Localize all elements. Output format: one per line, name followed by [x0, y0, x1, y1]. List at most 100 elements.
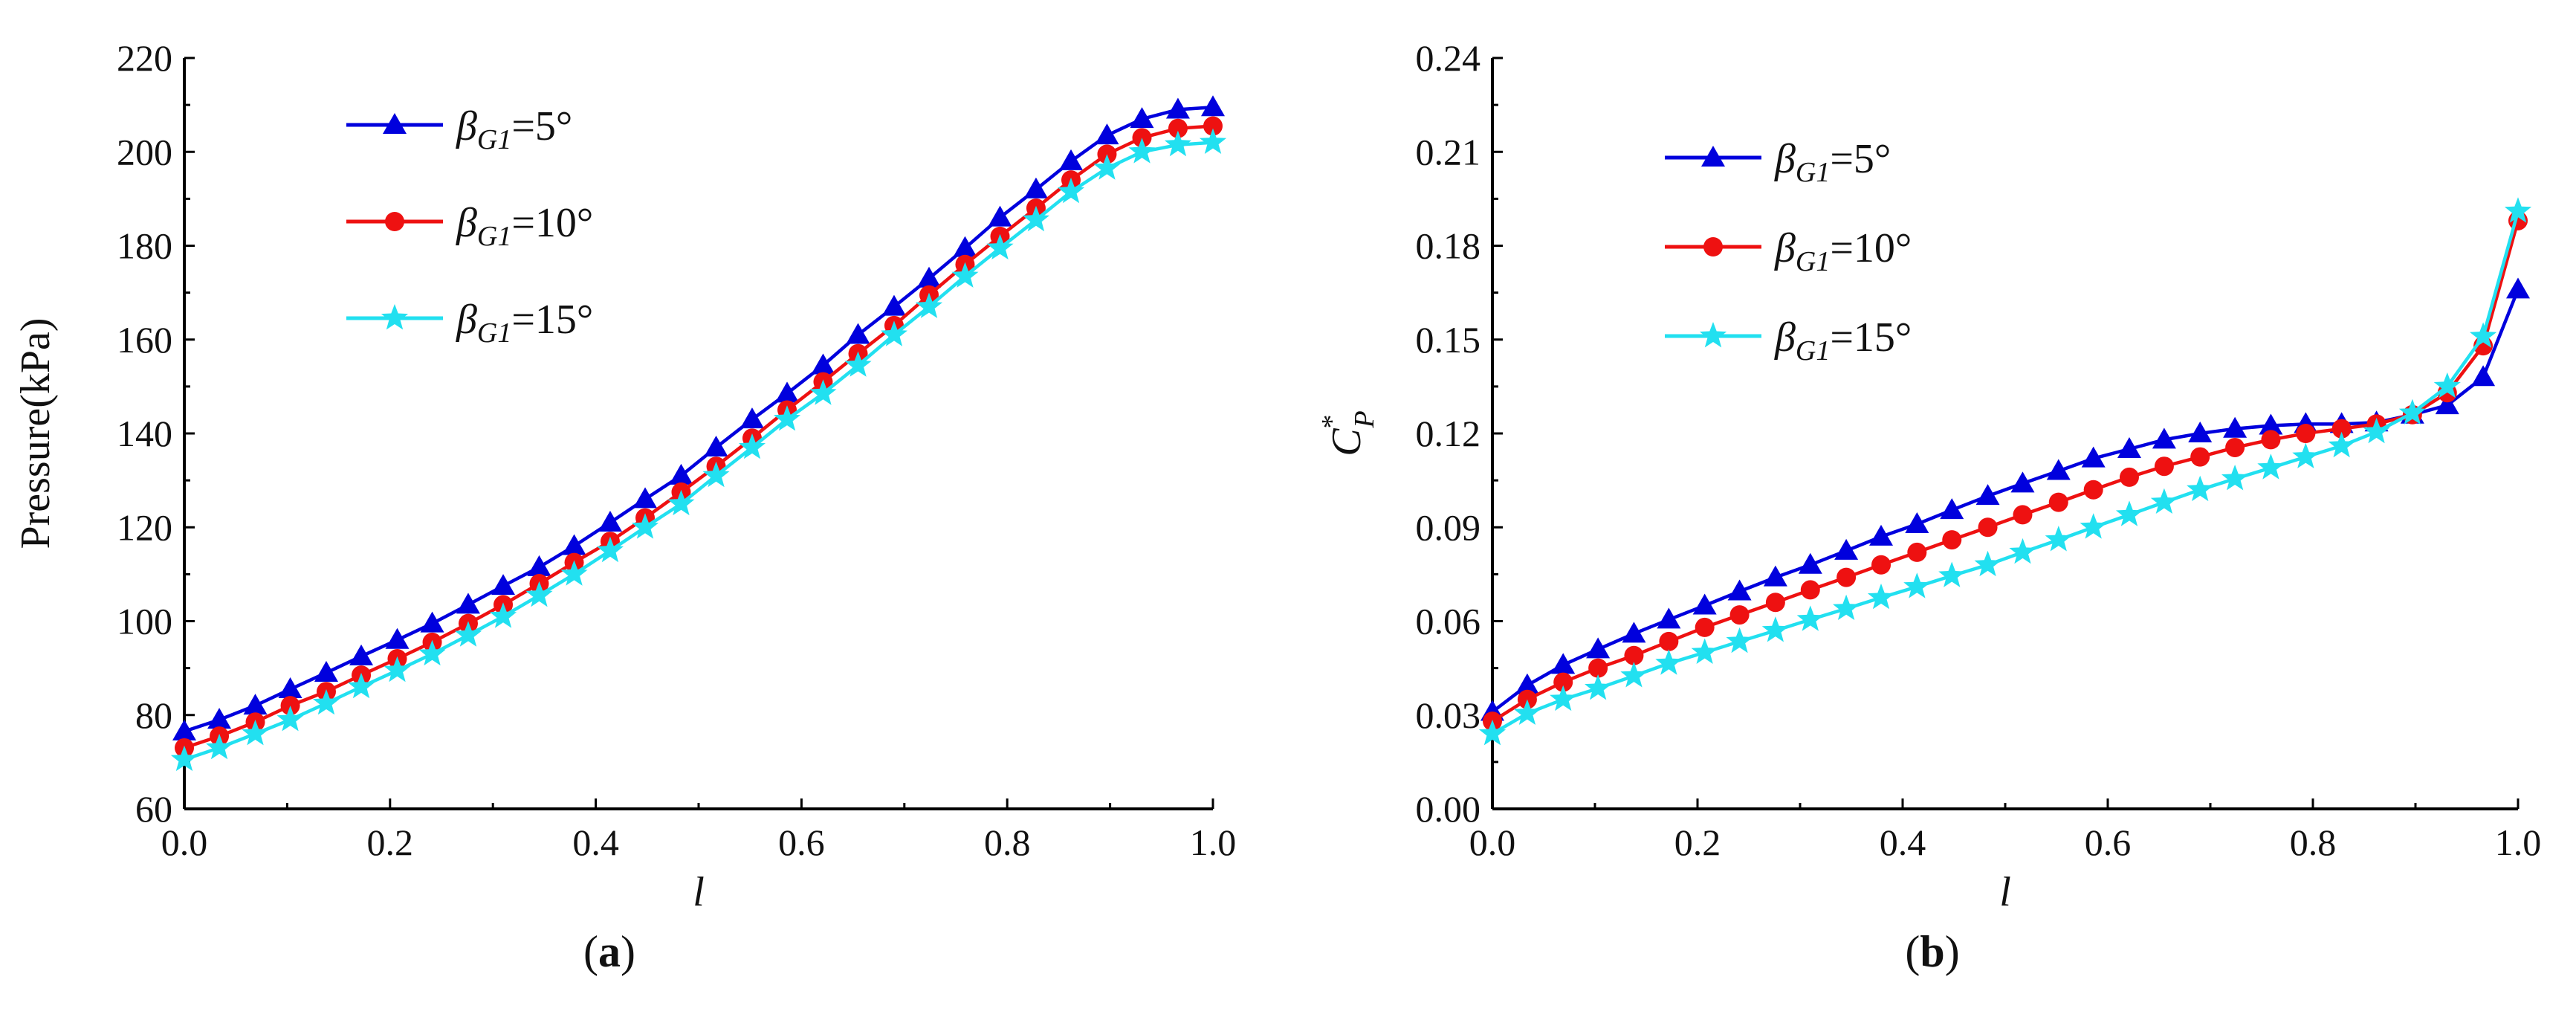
data-point — [1550, 685, 1577, 711]
x-axis-label: l — [1999, 869, 2011, 915]
legend-entry: βG1=15° — [346, 297, 593, 349]
data-point — [846, 323, 870, 344]
x-tick-label: 0.4 — [572, 822, 619, 863]
data-point — [1940, 498, 1964, 520]
x-tick-label: 1.0 — [2495, 822, 2542, 863]
data-point — [525, 581, 553, 607]
data-point — [2013, 505, 2033, 525]
y-tick-label: 200 — [117, 131, 172, 172]
panel-label: (a) — [583, 927, 635, 976]
legend-entry: βG1=10° — [1665, 225, 1912, 277]
data-point — [1975, 484, 2000, 506]
data-point — [314, 660, 338, 682]
data-point — [207, 708, 232, 729]
data-point — [2048, 492, 2068, 512]
data-point — [2259, 413, 2283, 435]
y-tick-label: 80 — [135, 694, 172, 736]
data-point — [2083, 480, 2103, 500]
data-point — [242, 720, 269, 746]
data-point — [2504, 197, 2532, 223]
data-point — [172, 719, 196, 740]
data-point — [809, 379, 837, 405]
data-point — [2296, 424, 2316, 443]
data-point — [2152, 427, 2176, 449]
data-point — [1659, 631, 1679, 651]
y-tick-label: 60 — [135, 788, 172, 830]
y-tick-label: 0.00 — [1416, 788, 1481, 830]
y-tick-label: 0.09 — [1416, 506, 1481, 548]
data-point — [2046, 459, 2071, 480]
data-point — [1833, 594, 1860, 620]
legend-label: βG1=10° — [1774, 225, 1912, 277]
data-point — [669, 463, 693, 485]
data-point — [1164, 130, 1191, 157]
legend-marker — [385, 212, 404, 231]
data-point — [1657, 607, 1681, 629]
data-point — [385, 627, 410, 649]
y-tick-label: 140 — [117, 413, 172, 454]
data-point — [2506, 277, 2530, 299]
data-point — [348, 672, 375, 699]
data-point — [170, 745, 198, 772]
data-point — [1513, 699, 1541, 725]
data-point — [2115, 500, 2143, 526]
data-point — [2190, 447, 2210, 467]
series-line — [1491, 288, 2520, 714]
legend-entry: βG1=15° — [1665, 314, 1912, 367]
x-tick-label: 0.2 — [1674, 822, 1721, 863]
data-point — [1057, 177, 1085, 204]
data-point — [917, 266, 942, 288]
legend-marker — [381, 304, 409, 330]
x-tick-label: 0.6 — [2085, 822, 2132, 863]
data-point — [2045, 526, 2072, 552]
data-point — [2223, 416, 2247, 438]
data-point — [454, 621, 482, 647]
y-axis-label: C*P — [1316, 410, 1380, 456]
data-point — [2119, 467, 2139, 487]
data-point — [1727, 579, 1752, 601]
data-point — [774, 405, 801, 431]
data-point — [418, 639, 446, 666]
data-point — [1022, 205, 1049, 232]
legend-label: βG1=15° — [456, 297, 593, 349]
data-point — [1695, 617, 1715, 637]
data-point — [2010, 471, 2035, 493]
y-tick-label: 0.03 — [1416, 694, 1481, 736]
y-tick-label: 120 — [117, 506, 172, 548]
data-point — [1871, 555, 1891, 575]
series-line — [1491, 220, 2520, 723]
data-point — [527, 555, 551, 576]
data-point — [915, 292, 943, 318]
y-tick-label: 0.12 — [1416, 413, 1481, 454]
data-point — [1095, 123, 1119, 145]
x-tick-label: 0.6 — [778, 822, 825, 863]
data-point — [880, 320, 907, 346]
legend-label: βG1=10° — [456, 200, 593, 252]
data-point — [881, 294, 906, 316]
legend-label: βG1=5° — [1774, 136, 1891, 188]
data-point — [953, 236, 977, 257]
data-point — [278, 677, 302, 699]
data-point — [702, 461, 730, 488]
x-tick-label: 0.8 — [2290, 822, 2337, 863]
data-point — [1796, 605, 1824, 631]
data-point — [1938, 561, 1966, 587]
data-point — [2150, 488, 2178, 514]
x-tick-label: 0.0 — [161, 822, 208, 863]
legend-entry: βG1=5° — [1665, 136, 1891, 188]
data-point — [598, 510, 622, 532]
data-point — [1765, 593, 1785, 613]
series-1 — [172, 95, 1225, 740]
data-point — [988, 205, 1012, 227]
data-point — [1622, 622, 1646, 643]
data-point — [562, 534, 586, 555]
data-point — [1903, 572, 1931, 598]
data-point — [1907, 542, 1927, 562]
data-point — [1130, 107, 1154, 129]
data-point — [1905, 512, 1929, 534]
data-point — [2328, 431, 2355, 458]
data-point — [2470, 322, 2497, 348]
data-point — [1553, 672, 1573, 692]
data-point — [1478, 720, 1507, 746]
